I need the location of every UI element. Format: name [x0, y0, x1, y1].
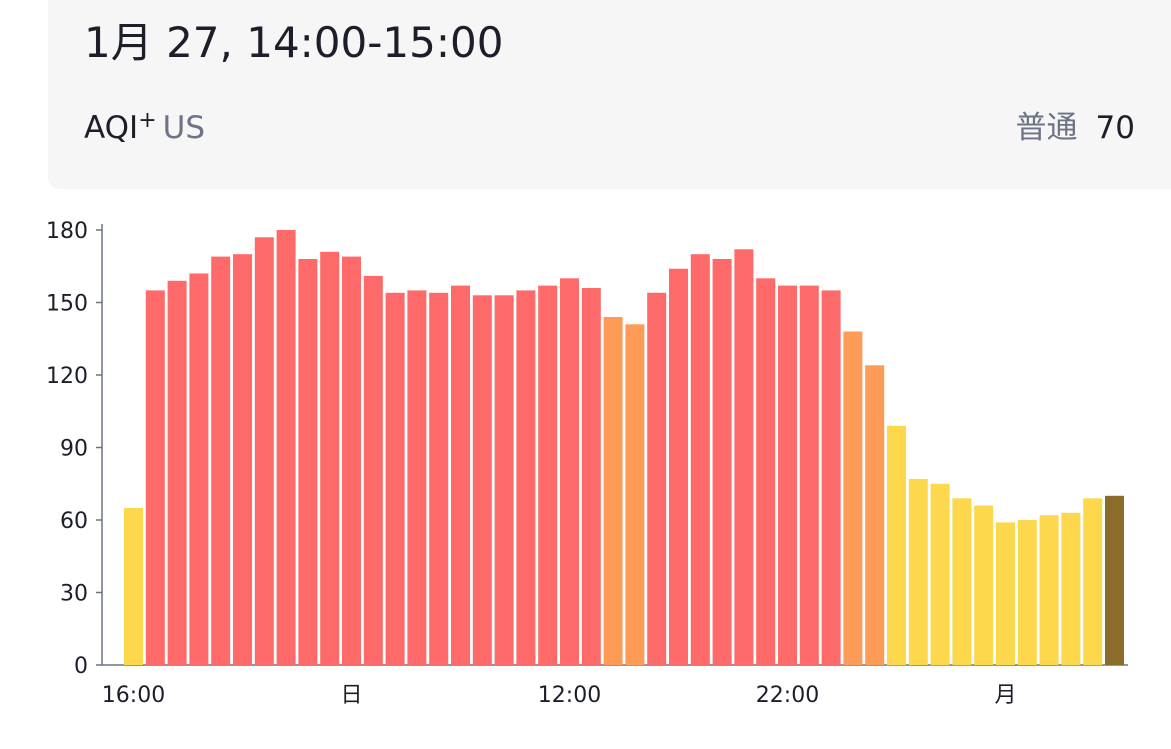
- bar[interactable]: [560, 278, 579, 665]
- aqi-status: 普通 70: [1016, 110, 1135, 147]
- x-tick-label: 12:00: [538, 683, 601, 708]
- y-tick-label: 120: [46, 364, 88, 389]
- bar[interactable]: [908, 478, 928, 665]
- bar[interactable]: [778, 285, 797, 665]
- x-tick-label: 月: [994, 683, 1016, 708]
- bar[interactable]: [581, 288, 601, 665]
- bar[interactable]: [756, 278, 776, 665]
- aqi-status-value: 70: [1095, 110, 1135, 146]
- bar[interactable]: [167, 280, 187, 666]
- bar[interactable]: [647, 292, 667, 665]
- aqi-status-text: 普通: [1015, 110, 1078, 146]
- x-tick-label: 16:00: [102, 683, 165, 708]
- bar[interactable]: [472, 295, 492, 666]
- aqi-region: US: [162, 110, 206, 146]
- y-tick-label: 90: [60, 437, 88, 462]
- bar[interactable]: [538, 285, 558, 665]
- bar[interactable]: [1083, 498, 1103, 666]
- bar[interactable]: [211, 256, 231, 665]
- bar[interactable]: [429, 292, 449, 665]
- x-tick-label: 日: [340, 683, 362, 708]
- bar[interactable]: [189, 273, 209, 666]
- bar[interactable]: [385, 292, 405, 665]
- bar[interactable]: [974, 505, 994, 666]
- bar[interactable]: [821, 290, 841, 665]
- bar[interactable]: [799, 285, 819, 665]
- bar[interactable]: [1039, 515, 1059, 665]
- bar[interactable]: [451, 285, 470, 665]
- bar[interactable]: [996, 522, 1015, 665]
- bar[interactable]: [669, 268, 688, 665]
- aqi-label: AQI+ US: [84, 108, 206, 147]
- bar[interactable]: [712, 259, 732, 665]
- bar[interactable]: [124, 507, 143, 665]
- bar[interactable]: [734, 249, 754, 666]
- bar[interactable]: [1017, 520, 1037, 665]
- bar[interactable]: [690, 254, 710, 665]
- y-tick-label: 150: [46, 292, 88, 317]
- bar[interactable]: [254, 237, 274, 666]
- bar[interactable]: [625, 324, 645, 666]
- time-range-title: 1月 27, 14:00-15:00: [84, 18, 504, 67]
- y-tick-label: 180: [46, 219, 88, 244]
- bar[interactable]: [930, 483, 950, 666]
- bar[interactable]: [1105, 495, 1124, 665]
- y-tick-label: 30: [60, 582, 88, 607]
- y-tick-label: 60: [60, 509, 88, 534]
- bar[interactable]: [145, 290, 165, 665]
- bar[interactable]: [1061, 512, 1081, 666]
- x-tick-label: 22:00: [756, 683, 819, 708]
- summary-card: [48, 0, 1171, 189]
- bar[interactable]: [603, 317, 623, 665]
- bar[interactable]: [298, 259, 318, 665]
- bar[interactable]: [363, 275, 383, 665]
- aqi-plus-mark: +: [138, 108, 157, 133]
- aqi-text: AQI: [84, 110, 139, 146]
- bar[interactable]: [865, 365, 885, 665]
- bar[interactable]: [233, 254, 252, 665]
- bar[interactable]: [494, 295, 514, 666]
- bar[interactable]: [887, 425, 906, 666]
- bar[interactable]: [320, 251, 340, 666]
- bar[interactable]: [952, 498, 972, 666]
- bar[interactable]: [407, 290, 427, 665]
- bar[interactable]: [342, 256, 361, 665]
- bar[interactable]: [843, 331, 863, 666]
- y-tick-label: 0: [74, 654, 88, 679]
- bar[interactable]: [276, 230, 296, 665]
- bar[interactable]: [516, 290, 536, 665]
